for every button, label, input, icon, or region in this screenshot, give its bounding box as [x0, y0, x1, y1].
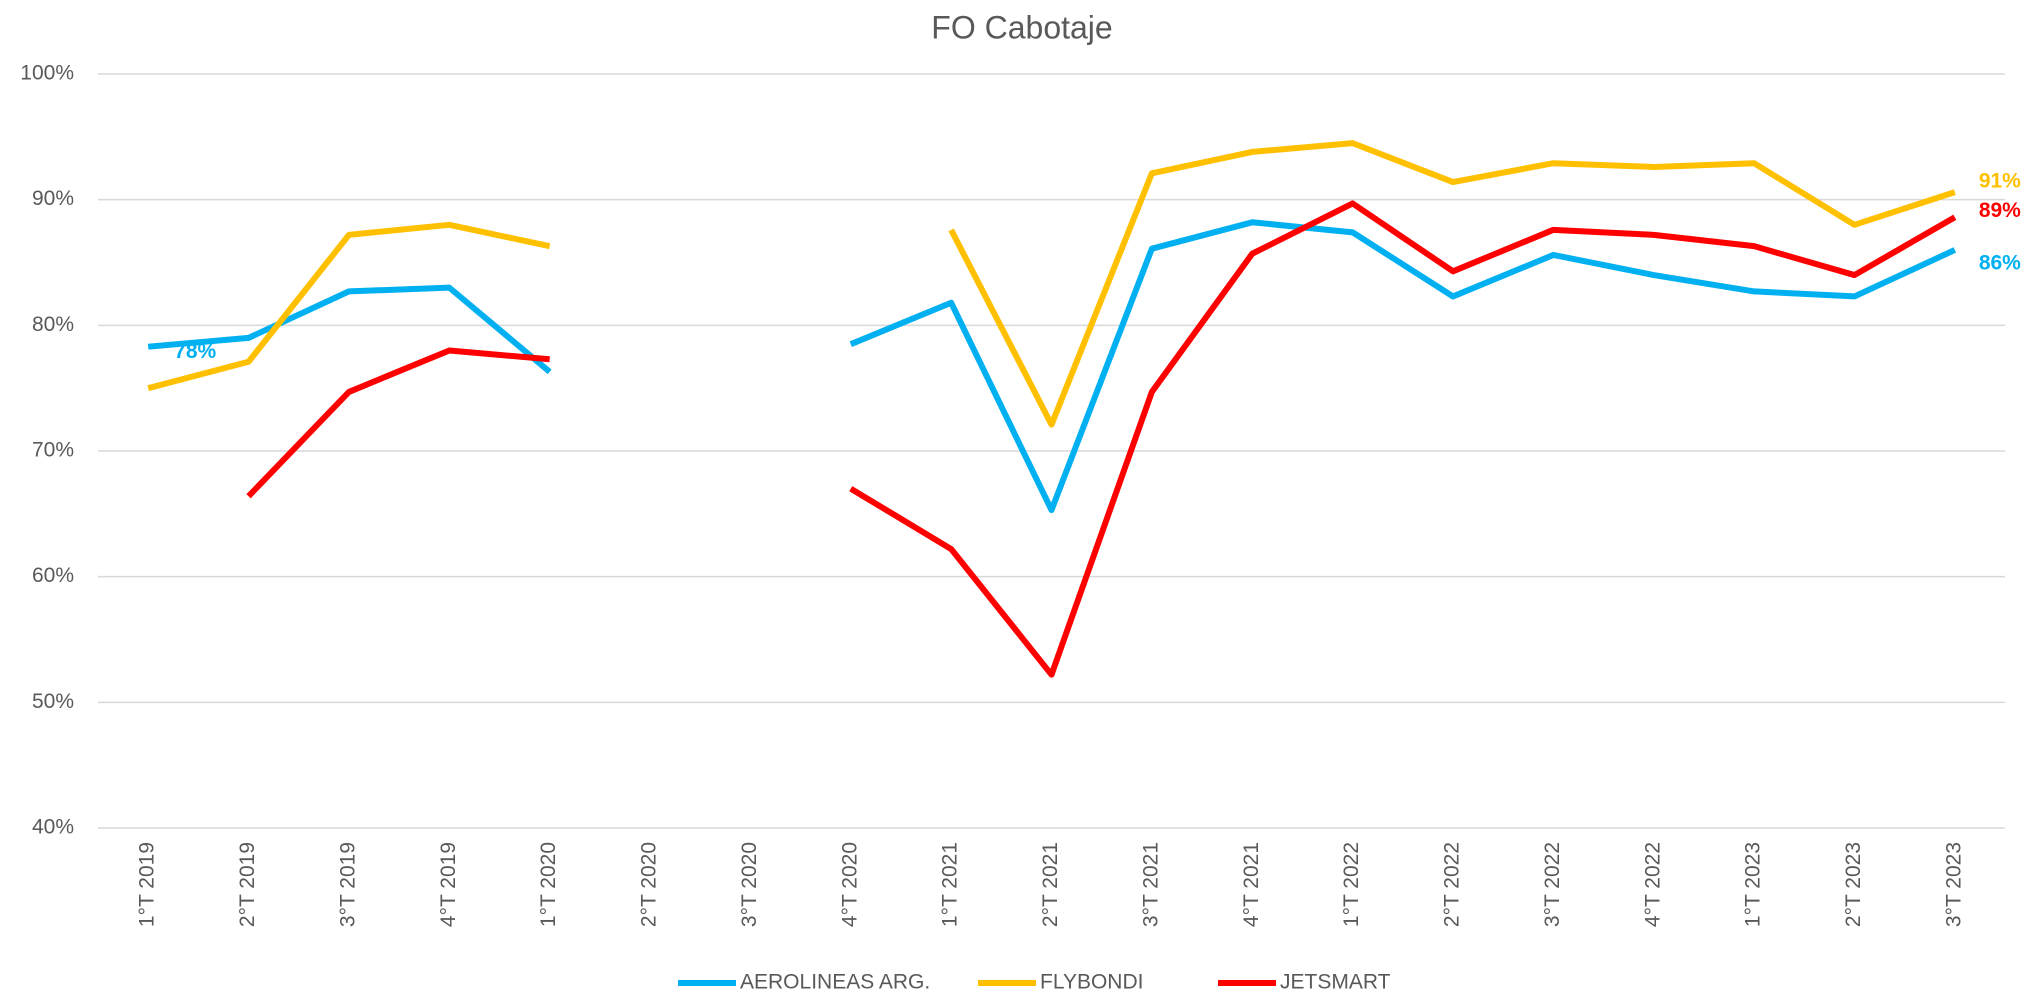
- x-tick-label: 3°T 2022: [1541, 842, 1564, 927]
- series-line: [147, 140, 1956, 428]
- x-tick-label: 1°T 2020: [537, 842, 560, 927]
- legend-label: FLYBONDI: [1040, 971, 1143, 994]
- series-line: [147, 219, 1957, 514]
- x-tick-label: 2°T 2021: [1039, 842, 1062, 927]
- y-tick-label: 100%: [20, 62, 74, 85]
- x-tick-label: 3°T 2021: [1139, 842, 1162, 927]
- legend-label: JETSMART: [1280, 971, 1391, 994]
- x-tick-label: 1°T 2021: [939, 842, 962, 927]
- legend-label: AEROLINEAS ARG.: [740, 971, 930, 994]
- y-tick-label: 60%: [32, 564, 74, 587]
- y-tick-label: 90%: [32, 187, 74, 210]
- x-tick-label: 1°T 2019: [136, 842, 159, 927]
- data-label: 86%: [1979, 251, 2021, 274]
- chart-title: FO Cabotaje: [931, 9, 1112, 45]
- x-tick-label: 2°T 2023: [1842, 842, 1865, 927]
- x-tick-label: 3°T 2023: [1942, 842, 1965, 927]
- x-tick-label: 1°T 2022: [1340, 842, 1363, 927]
- y-tick-label: 80%: [32, 313, 74, 336]
- y-tick-label: 70%: [32, 439, 74, 462]
- x-tick-label: 2°T 2022: [1441, 842, 1464, 927]
- x-tick-label: 4°T 2022: [1641, 842, 1664, 927]
- data-label: 78%: [174, 340, 216, 363]
- x-tick-label: 4°T 2019: [437, 842, 460, 927]
- x-tick-label: 1°T 2023: [1742, 842, 1765, 927]
- x-tick-label: 3°T 2019: [336, 842, 359, 927]
- data-label: 89%: [1979, 199, 2021, 222]
- y-tick-label: 40%: [32, 816, 74, 839]
- x-tick-label: 4°T 2021: [1240, 842, 1263, 927]
- x-tick-label: 2°T 2019: [236, 842, 259, 927]
- x-tick-label: 2°T 2020: [638, 842, 661, 927]
- y-tick-label: 50%: [32, 690, 74, 713]
- data-label: 91%: [1979, 170, 2021, 193]
- x-tick-label: 4°T 2020: [838, 842, 861, 927]
- series-line: [246, 200, 1957, 678]
- x-tick-label: 3°T 2020: [738, 842, 761, 927]
